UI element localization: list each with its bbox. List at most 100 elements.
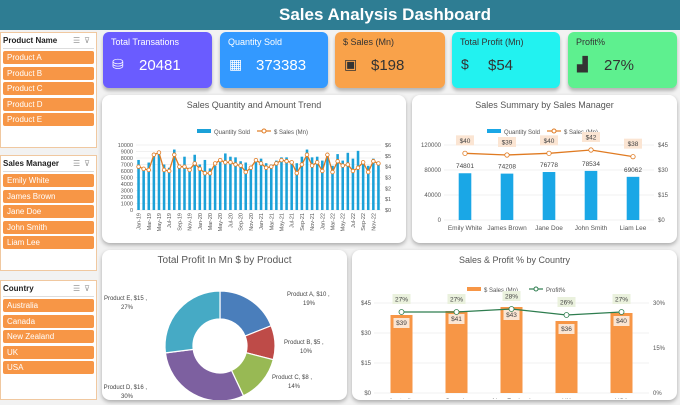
bar-data-label: 69062 (624, 167, 642, 174)
donut-slice (164, 348, 245, 402)
data-label-bg (456, 135, 474, 146)
slicer-item[interactable]: Liam Lee (3, 236, 94, 249)
growth-chart-icon: ▟ (577, 56, 588, 72)
slicer-item[interactable]: UK (3, 345, 94, 359)
bar (351, 158, 355, 210)
y-tick-left: $15 (361, 361, 372, 367)
multi-select-filter-clear-icons[interactable]: ☰⊽ (72, 284, 94, 293)
line-point (320, 168, 325, 174)
line-point (508, 306, 515, 312)
bar-data-label: 78534 (582, 161, 600, 168)
slicer-item[interactable]: Jane Doe (3, 205, 94, 218)
x-tick: Jane Doe (535, 225, 563, 232)
bar (193, 154, 196, 210)
multi-select-filter-clear-icons[interactable]: ☰⊽ (72, 159, 94, 168)
bar (610, 313, 633, 393)
bar (239, 161, 242, 210)
kpi-label: Total Transations (111, 37, 180, 47)
slice-label: Product B, $5 , (284, 340, 324, 346)
x-tick: Jan-20 (198, 213, 204, 230)
x-tick: Mar-20 (208, 213, 214, 230)
line-point (187, 167, 192, 173)
bar (336, 154, 339, 210)
line-point (182, 164, 187, 169)
line-point (233, 162, 238, 167)
slicer-item[interactable]: Emily White (3, 174, 94, 187)
y-tick-left: 10000 (118, 143, 133, 149)
x-tick: May-19 (157, 213, 163, 231)
line-point (360, 160, 366, 165)
slicer-item[interactable]: USA (3, 361, 94, 374)
kpi-card: Total Profit (Mn) $ $54 (452, 32, 560, 88)
line-point (355, 165, 361, 170)
slicer-product: Product Name ☰⊽ Product A Product B Produ… (0, 32, 97, 148)
bar-data-label: $36 (561, 326, 572, 333)
kpi-value: 27% (604, 57, 635, 74)
x-tick: Jul-19 (167, 213, 173, 228)
bar (244, 162, 248, 210)
slicer-item[interactable]: Product E (3, 113, 94, 126)
line-point (141, 166, 146, 172)
y-tick-right: $30 (658, 168, 669, 174)
line-point (263, 165, 269, 170)
line-data-label: 27% (395, 297, 408, 304)
slicer-item[interactable]: John Smith (3, 220, 94, 234)
line-point (366, 169, 371, 175)
bar (346, 152, 350, 210)
kpi-label: Profit% (576, 37, 606, 47)
line-point (340, 163, 345, 168)
transactions-icon: ⛁ (112, 56, 124, 72)
multi-select-filter-clear-icons[interactable]: ☰⊽ (72, 36, 94, 45)
line-point (197, 166, 203, 172)
bar (259, 158, 263, 210)
slicer-country: Country ☰⊽ Australia Canada New Zealand U… (0, 280, 97, 400)
line-point (371, 159, 376, 164)
kpi-value: $54 (488, 57, 514, 74)
y-tick-left: 5000 (121, 176, 133, 182)
line-point (161, 167, 167, 173)
line-point (269, 164, 274, 169)
bar (137, 159, 140, 210)
bar (366, 165, 370, 210)
y-tick-left: $45 (361, 301, 372, 307)
y-tick-right: 0% (653, 391, 662, 397)
bar (310, 157, 314, 210)
slicer-item[interactable]: Product B (3, 66, 94, 80)
kpi-value: $198 (371, 57, 405, 74)
slice-percent: 14% (288, 384, 301, 390)
y-tick-left: $0 (364, 391, 371, 397)
slicer-item[interactable]: Australia (3, 299, 94, 312)
line-point (330, 169, 335, 175)
y-tick-right: 15% (653, 346, 666, 352)
kpi-label: $ Sales (Mn) (343, 37, 395, 47)
line-point (136, 164, 141, 169)
bar (218, 161, 222, 210)
legend-marker (261, 128, 267, 134)
data-label-bg (612, 294, 631, 304)
slicer-item[interactable]: Product D (3, 97, 94, 111)
y-tick-right: $2 (385, 186, 391, 192)
x-tick: USA (615, 398, 629, 399)
data-label-bg (447, 294, 466, 304)
slicer-item[interactable]: Product C (3, 82, 94, 95)
line-data-label: 27% (615, 297, 628, 304)
line-point (207, 170, 213, 176)
slicer-title: Product Name (3, 36, 58, 45)
bar-data-label: 74801 (456, 163, 474, 170)
legend-label: Quantity Sold (504, 130, 540, 136)
x-tick: Liam Lee (620, 225, 647, 232)
line-point (376, 161, 381, 166)
slicer-item[interactable]: New Zealand (3, 330, 94, 343)
slicer-item[interactable]: Canada (3, 314, 94, 328)
chart-title: Sales Summary by Sales Manager (475, 100, 614, 110)
y-tick-right: $6 (385, 143, 391, 149)
slicer-item[interactable]: Product A (3, 51, 94, 64)
slicer-item[interactable]: James Brown (3, 189, 94, 203)
bar (167, 167, 171, 210)
line-point (228, 160, 233, 165)
line-point (212, 161, 218, 166)
x-tick: May-21 (279, 213, 285, 231)
y-tick-left: 0 (438, 218, 442, 224)
line-point (325, 152, 330, 157)
x-tick: Sep-19 (177, 213, 183, 231)
